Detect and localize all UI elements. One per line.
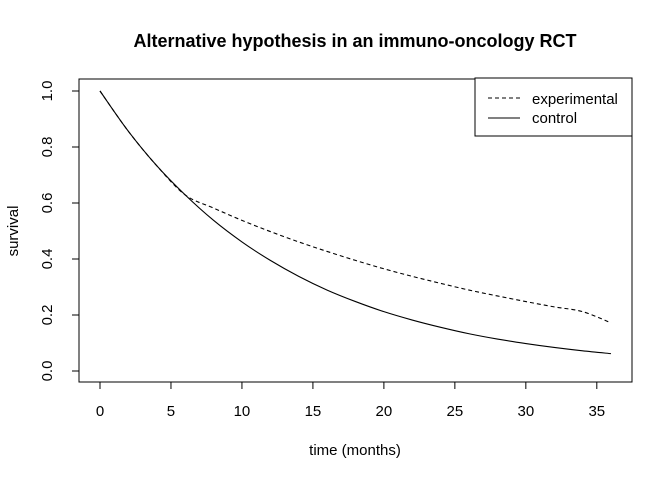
legend-label-control: control [532,110,577,127]
y-tick-label: 0.0 [39,361,56,382]
x-tick-label: 5 [167,403,175,420]
x-axis-label: time (months) [309,442,401,459]
x-tick-label: 35 [588,403,605,420]
chart-title: Alternative hypothesis in an immuno-onco… [133,31,576,51]
y-tick-label: 0.2 [39,305,56,326]
plot-area-frame [78,78,633,383]
x-tick-label: 20 [376,403,393,420]
legend-box [474,77,633,137]
legend-label-experimental: experimental [532,91,618,108]
legend: experimental control [474,77,633,137]
y-tick-label: 0.4 [39,249,56,270]
x-tick-label: 25 [447,403,464,420]
x-tick-label: 10 [234,403,251,420]
y-tick-label: 0.8 [39,137,56,158]
x-axis: 0 5 10 15 20 25 30 35 [96,382,605,420]
y-tick-label: 0.6 [39,193,56,214]
y-tick-label: 1.0 [39,81,56,102]
series-line-control [99,90,612,355]
y-axis: 0.0 0.2 0.4 0.6 0.8 1.0 [39,81,79,382]
y-axis-label: survival [5,206,22,257]
x-tick-label: 30 [517,403,534,420]
x-tick-label: 0 [96,403,104,420]
x-tick-label: 15 [305,403,322,420]
series-layer [99,90,612,355]
